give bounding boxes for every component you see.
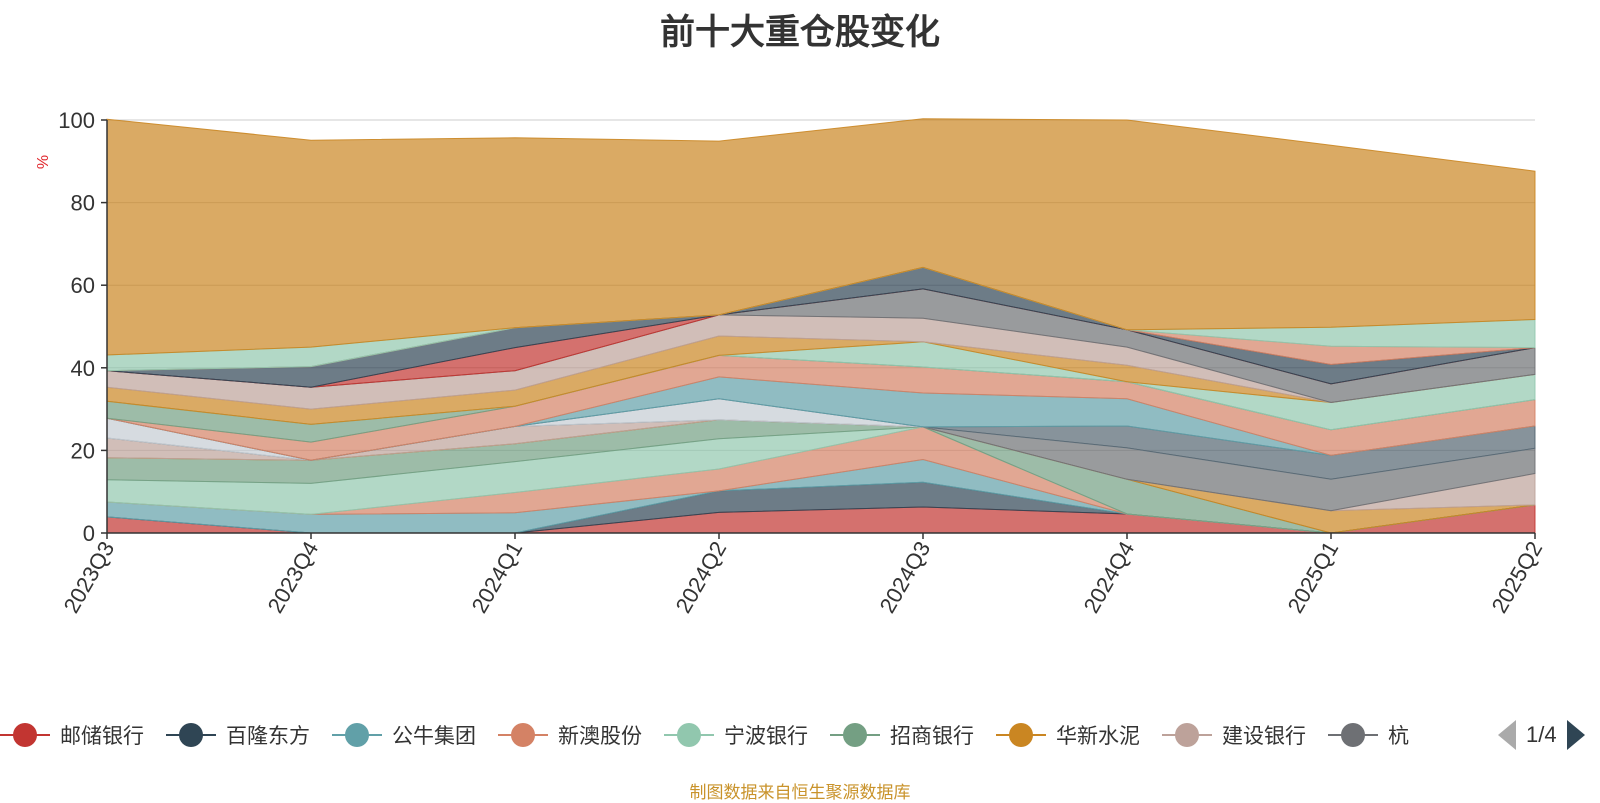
legend-label: 新澳股份 — [558, 725, 642, 748]
legend-label: 邮储银行 — [60, 725, 144, 748]
y-tick-label: 20 — [71, 438, 95, 463]
x-tick-label: 2024Q1 — [467, 537, 528, 617]
legend-label: 宁波银行 — [724, 725, 808, 748]
area-series-S23[interactable] — [106, 118, 1536, 356]
legend-label: 建设银行 — [1222, 725, 1306, 748]
legend-next-page-button[interactable] — [1566, 720, 1585, 750]
x-tick-label: 2023Q3 — [59, 537, 120, 617]
legend-marker-icon — [1328, 721, 1378, 749]
y-axis-unit-label: % — [35, 155, 52, 169]
legend-label: 公牛集团 — [392, 725, 476, 748]
axes — [101, 119, 1536, 539]
legend-marker-icon — [996, 721, 1046, 749]
legend-marker-icon — [0, 721, 50, 749]
legend-item[interactable]: 新澳股份 — [498, 715, 642, 755]
legend-label: 招商银行 — [890, 725, 974, 748]
legend-item[interactable]: 邮储银行 — [0, 715, 144, 755]
x-tick-label: 2025Q1 — [1283, 537, 1344, 617]
x-tick-label: 2024Q4 — [1079, 537, 1140, 617]
legend-marker-icon — [664, 721, 714, 749]
x-tick-label: 2024Q2 — [671, 537, 732, 617]
legend-dot-icon — [511, 723, 535, 747]
legend-item[interactable]: 公牛集团 — [332, 715, 476, 755]
legend-item[interactable]: 建设银行 — [1162, 715, 1306, 755]
legend-dot-icon — [677, 723, 701, 747]
legend-dot-icon — [345, 723, 369, 747]
legend: 邮储银行 百隆东方 公牛集团 新澳股份 宁波银行 招商银行 华新水泥 建设银行 杭 — [0, 715, 1480, 755]
legend-marker-icon — [332, 721, 382, 749]
y-tick-label: 100 — [58, 108, 95, 133]
legend-dot-icon — [1009, 723, 1033, 747]
chart-title: 前十大重仓股变化 — [659, 13, 940, 52]
legend-label: 杭 — [1388, 725, 1409, 748]
legend-dot-icon — [843, 723, 867, 747]
y-tick-label: 80 — [71, 191, 95, 216]
legend-dot-icon — [1175, 723, 1199, 747]
y-tick-label: 40 — [71, 356, 95, 381]
legend-label: 百隆东方 — [226, 725, 310, 748]
legend-dot-icon — [1341, 723, 1365, 747]
y-tick-label: 60 — [71, 273, 95, 298]
legend-marker-icon — [1162, 721, 1212, 749]
legend-prev-page-button[interactable] — [1498, 720, 1516, 750]
legend-marker-icon — [498, 721, 548, 749]
legend-marker-icon — [830, 721, 880, 749]
legend-item[interactable]: 杭 — [1328, 715, 1409, 755]
x-tick-label: 2024Q3 — [875, 537, 936, 617]
x-tick-label: 2025Q2 — [1487, 537, 1548, 617]
legend-label: 华新水泥 — [1056, 725, 1140, 748]
x-tick-label: 2023Q4 — [263, 537, 324, 617]
legend-dot-icon — [13, 723, 37, 747]
legend-pager: 1/4 — [1498, 718, 1585, 752]
legend-marker-icon — [166, 721, 216, 749]
legend-item[interactable]: 宁波银行 — [664, 715, 808, 755]
y-tick-label: 0 — [83, 521, 95, 546]
legend-page-indicator: 1/4 — [1526, 722, 1557, 747]
source-note: 制图数据来自恒生聚源数据库 — [689, 783, 911, 802]
legend-item[interactable]: 百隆东方 — [166, 715, 310, 755]
legend-item[interactable]: 招商银行 — [830, 715, 974, 755]
legend-item[interactable]: 华新水泥 — [996, 715, 1140, 755]
legend-dot-icon — [179, 723, 203, 747]
stacked-area-chart: 0 20 40 60 80 100% 2023Q3 2023Q4 2024Q1 2024Q2 202… — [35, 108, 1548, 617]
area-series-group — [106, 118, 1536, 534]
